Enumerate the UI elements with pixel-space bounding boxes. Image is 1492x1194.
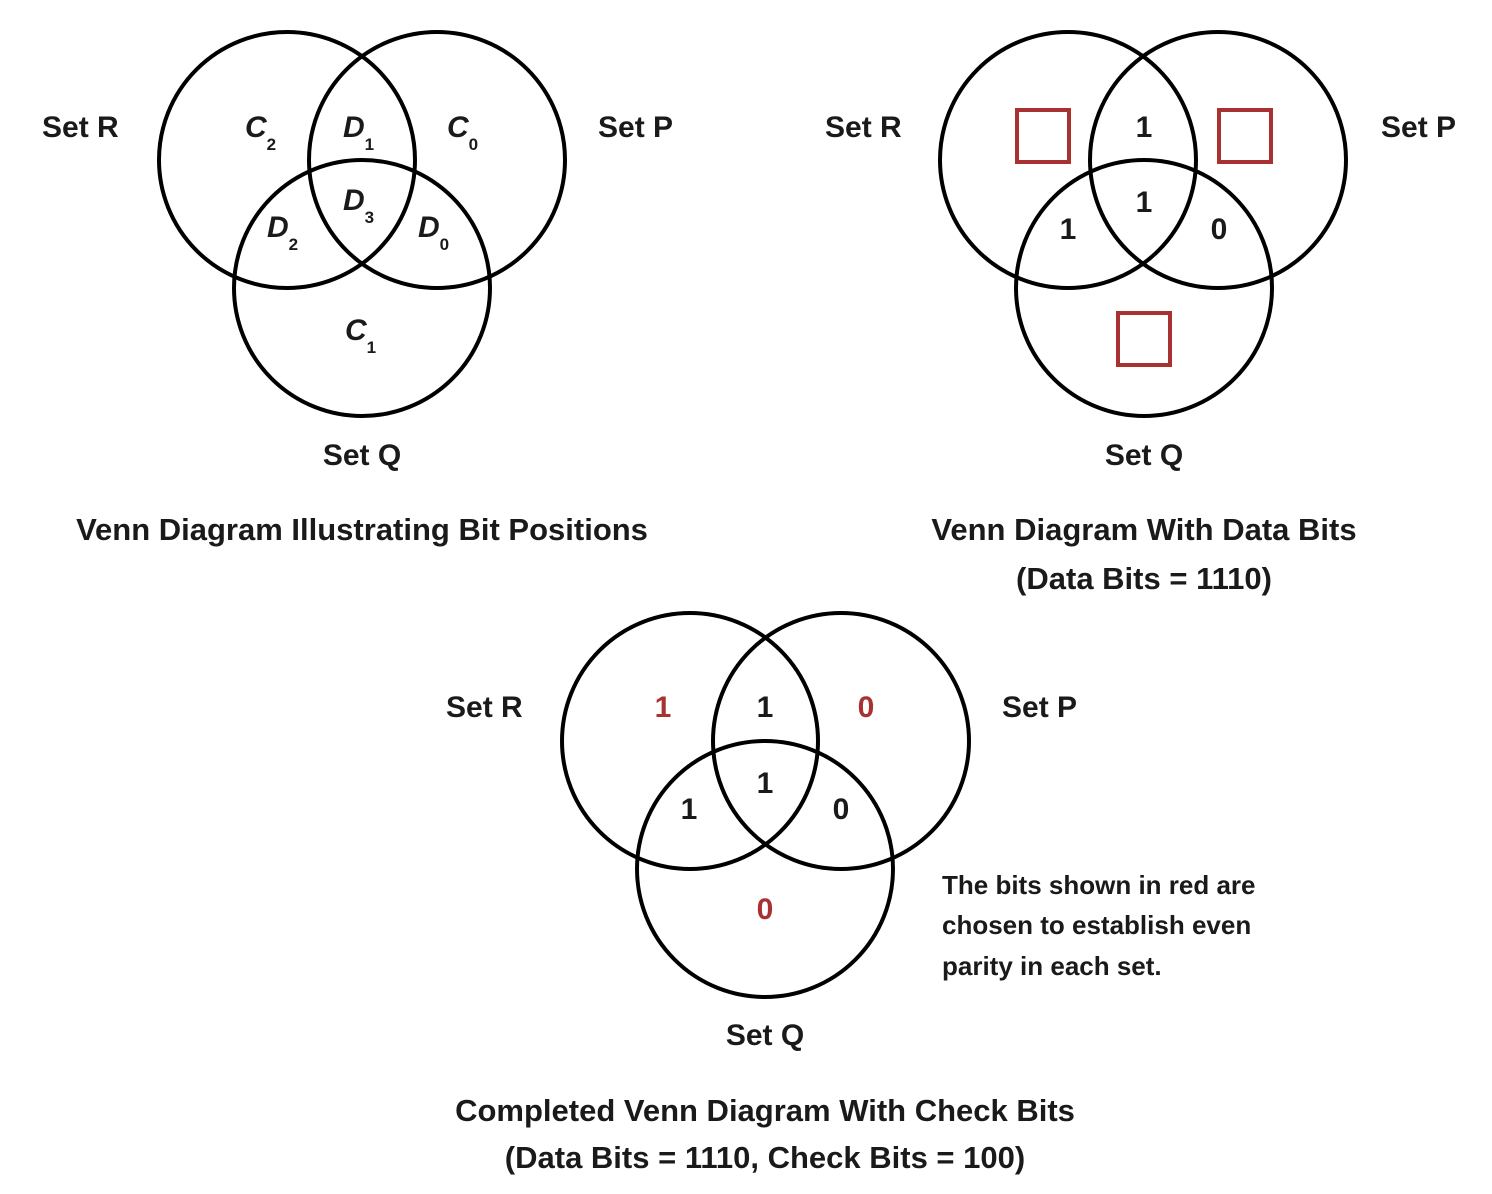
position-d3: D3 bbox=[343, 184, 374, 227]
parity-note-line-3: parity in each set. bbox=[942, 951, 1162, 981]
data-bit-d2: 1 bbox=[681, 793, 698, 826]
set-q-circle bbox=[232, 158, 492, 418]
set-p-circle bbox=[711, 611, 971, 871]
position-d0: D0 bbox=[418, 211, 449, 254]
data-bit-d1: 1 bbox=[1136, 111, 1153, 144]
caption-data-bits: Venn Diagram With Data Bits bbox=[931, 512, 1356, 547]
position-c0: C0 bbox=[447, 111, 478, 154]
set-p-circle bbox=[1088, 30, 1348, 290]
check-bit-placeholder-p bbox=[1217, 108, 1273, 164]
caption-bit-positions: Venn Diagram Illustrating Bit Positions bbox=[76, 512, 648, 547]
caption-data-bits-value: (Data Bits = 1110) bbox=[1016, 561, 1272, 596]
position-c2: C2 bbox=[245, 111, 276, 154]
check-bit-c1: 0 bbox=[757, 893, 774, 926]
check-bit-c2: 1 bbox=[655, 691, 672, 724]
set-r-label: Set R bbox=[825, 111, 902, 144]
set-q-circle bbox=[1014, 158, 1274, 418]
set-p-label: Set P bbox=[1002, 691, 1077, 724]
set-r-circle bbox=[938, 30, 1198, 290]
position-c1: C1 bbox=[345, 314, 376, 357]
data-bit-d2: 1 bbox=[1060, 213, 1077, 246]
position-d2: D2 bbox=[267, 211, 298, 254]
data-bit-d0: 0 bbox=[833, 793, 850, 826]
check-bit-placeholder-q bbox=[1116, 311, 1172, 367]
set-q-label: Set Q bbox=[1105, 439, 1183, 472]
check-bit-placeholder-r bbox=[1015, 108, 1071, 164]
set-p-label: Set P bbox=[598, 111, 673, 144]
set-p-label: Set P bbox=[1381, 111, 1456, 144]
data-bit-d1: 1 bbox=[757, 691, 774, 724]
data-bit-d0: 0 bbox=[1211, 213, 1228, 246]
set-r-label: Set R bbox=[446, 691, 523, 724]
set-r-label: Set R bbox=[42, 111, 119, 144]
data-bit-d3: 1 bbox=[757, 767, 774, 800]
set-q-circle bbox=[635, 739, 895, 999]
venn-diagram-check-bits: Set R Set P Set Q 1 1 0 1 1 0 0 The bits… bbox=[446, 611, 1256, 1175]
set-p-circle bbox=[307, 30, 567, 290]
parity-note-line-2: chosen to establish even bbox=[942, 910, 1251, 940]
set-r-circle bbox=[560, 611, 820, 871]
set-q-label: Set Q bbox=[726, 1019, 804, 1052]
venn-diagram-data-bits: Set R Set P Set Q 1 1 1 0 Venn Diagram W… bbox=[825, 30, 1456, 596]
set-q-label: Set Q bbox=[323, 439, 401, 472]
caption-check-bits: Completed Venn Diagram With Check Bits bbox=[455, 1093, 1075, 1128]
parity-note-line-1: The bits shown in red are bbox=[942, 870, 1256, 900]
check-bit-c0: 0 bbox=[858, 691, 875, 724]
set-r-circle bbox=[157, 30, 417, 290]
position-d1: D1 bbox=[343, 111, 374, 154]
data-bit-d3: 1 bbox=[1136, 186, 1153, 219]
venn-diagram-bit-positions: Set R Set P Set Q C2 D1 C0 D3 D2 D0 C1 V… bbox=[42, 30, 673, 547]
caption-check-bits-value: (Data Bits = 1110, Check Bits = 100) bbox=[505, 1140, 1025, 1175]
